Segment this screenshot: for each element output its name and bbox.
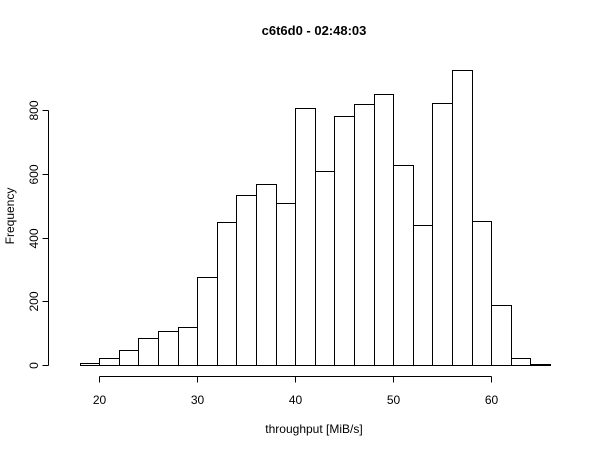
histogram-bar	[452, 70, 473, 366]
chart-title: c6t6d0 - 02:48:03	[262, 23, 367, 38]
y-tick-label: 200	[27, 291, 41, 311]
x-tick-label: 40	[289, 393, 303, 407]
histogram-bar	[511, 358, 531, 366]
histogram-bar	[119, 350, 139, 366]
histogram-bars	[80, 70, 551, 366]
histogram-bar	[197, 277, 218, 366]
histogram-bar	[334, 116, 355, 366]
y-tick-label: 400	[27, 228, 41, 248]
histogram-bar	[158, 331, 179, 366]
histogram-bar	[138, 338, 159, 366]
histogram-bar	[354, 104, 375, 366]
y-axis-label: Frequency	[3, 188, 17, 245]
histogram-bar	[413, 225, 433, 366]
histogram-bar	[472, 221, 492, 366]
histogram-bar	[530, 364, 551, 366]
histogram-bar	[295, 108, 316, 366]
y-tick-label: 600	[27, 164, 41, 184]
histogram-bar	[217, 222, 237, 366]
histogram-bar	[178, 327, 198, 366]
x-tick-label: 30	[191, 393, 205, 407]
y-tick-label: 800	[27, 100, 41, 120]
histogram-bar	[99, 358, 120, 366]
x-tick-label: 60	[485, 393, 499, 407]
x-axis-label: throughput [MiB/s]	[265, 422, 362, 436]
histogram-bar	[256, 184, 277, 366]
histogram-bar	[315, 171, 335, 366]
histogram-bar	[432, 103, 453, 366]
histogram-bar	[491, 305, 512, 366]
x-tick-label: 50	[387, 393, 401, 407]
y-tick-label: 0	[27, 362, 41, 369]
histogram-bar	[393, 165, 414, 366]
x-axis: 20 30 40 50 60	[93, 376, 499, 407]
y-axis: 0 200 400 600 800	[27, 100, 49, 369]
histogram-bar	[276, 203, 296, 366]
histogram-bar	[80, 363, 100, 366]
histogram-bar	[374, 94, 394, 366]
x-tick-label: 20	[93, 393, 107, 407]
histogram-bar	[236, 195, 257, 366]
